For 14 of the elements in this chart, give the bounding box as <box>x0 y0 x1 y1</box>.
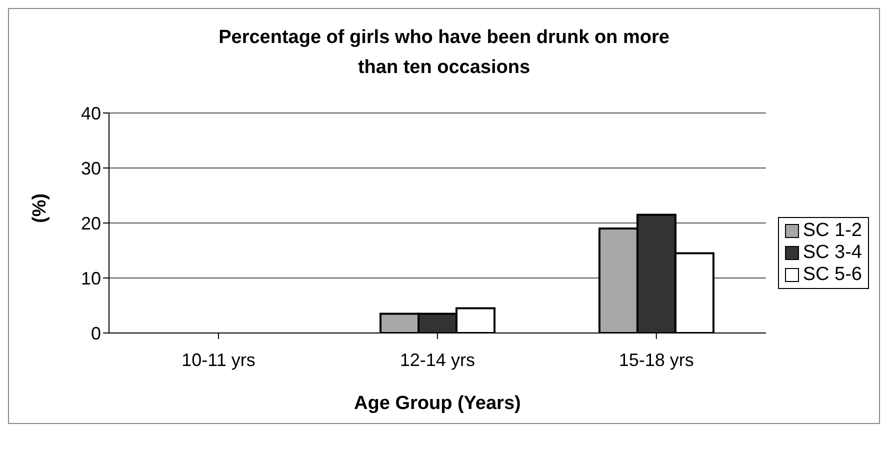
y-tick-label: 0 <box>90 323 101 344</box>
y-axis-title: (%) <box>30 193 51 223</box>
x-tick-label: 15-18 yrs <box>618 350 694 370</box>
legend-label: SC 3-4 <box>802 242 862 264</box>
chart-title: Percentage of girls who have been drunk on more than ten occasions <box>218 26 670 80</box>
legend-label: SC 5-6 <box>802 264 862 286</box>
y-tick-label: 10 <box>80 268 101 288</box>
y-tick-label: 30 <box>80 158 101 178</box>
legend-label: SC 1-2 <box>802 220 862 242</box>
x-axis-title: Age Group (Years) <box>354 393 521 414</box>
y-tick-label: 40 <box>80 103 101 124</box>
y-tick-label: 20 <box>80 213 101 234</box>
x-tick-label: 12-14 yrs <box>400 350 475 370</box>
x-tick-label: 10-11 yrs <box>182 350 256 370</box>
